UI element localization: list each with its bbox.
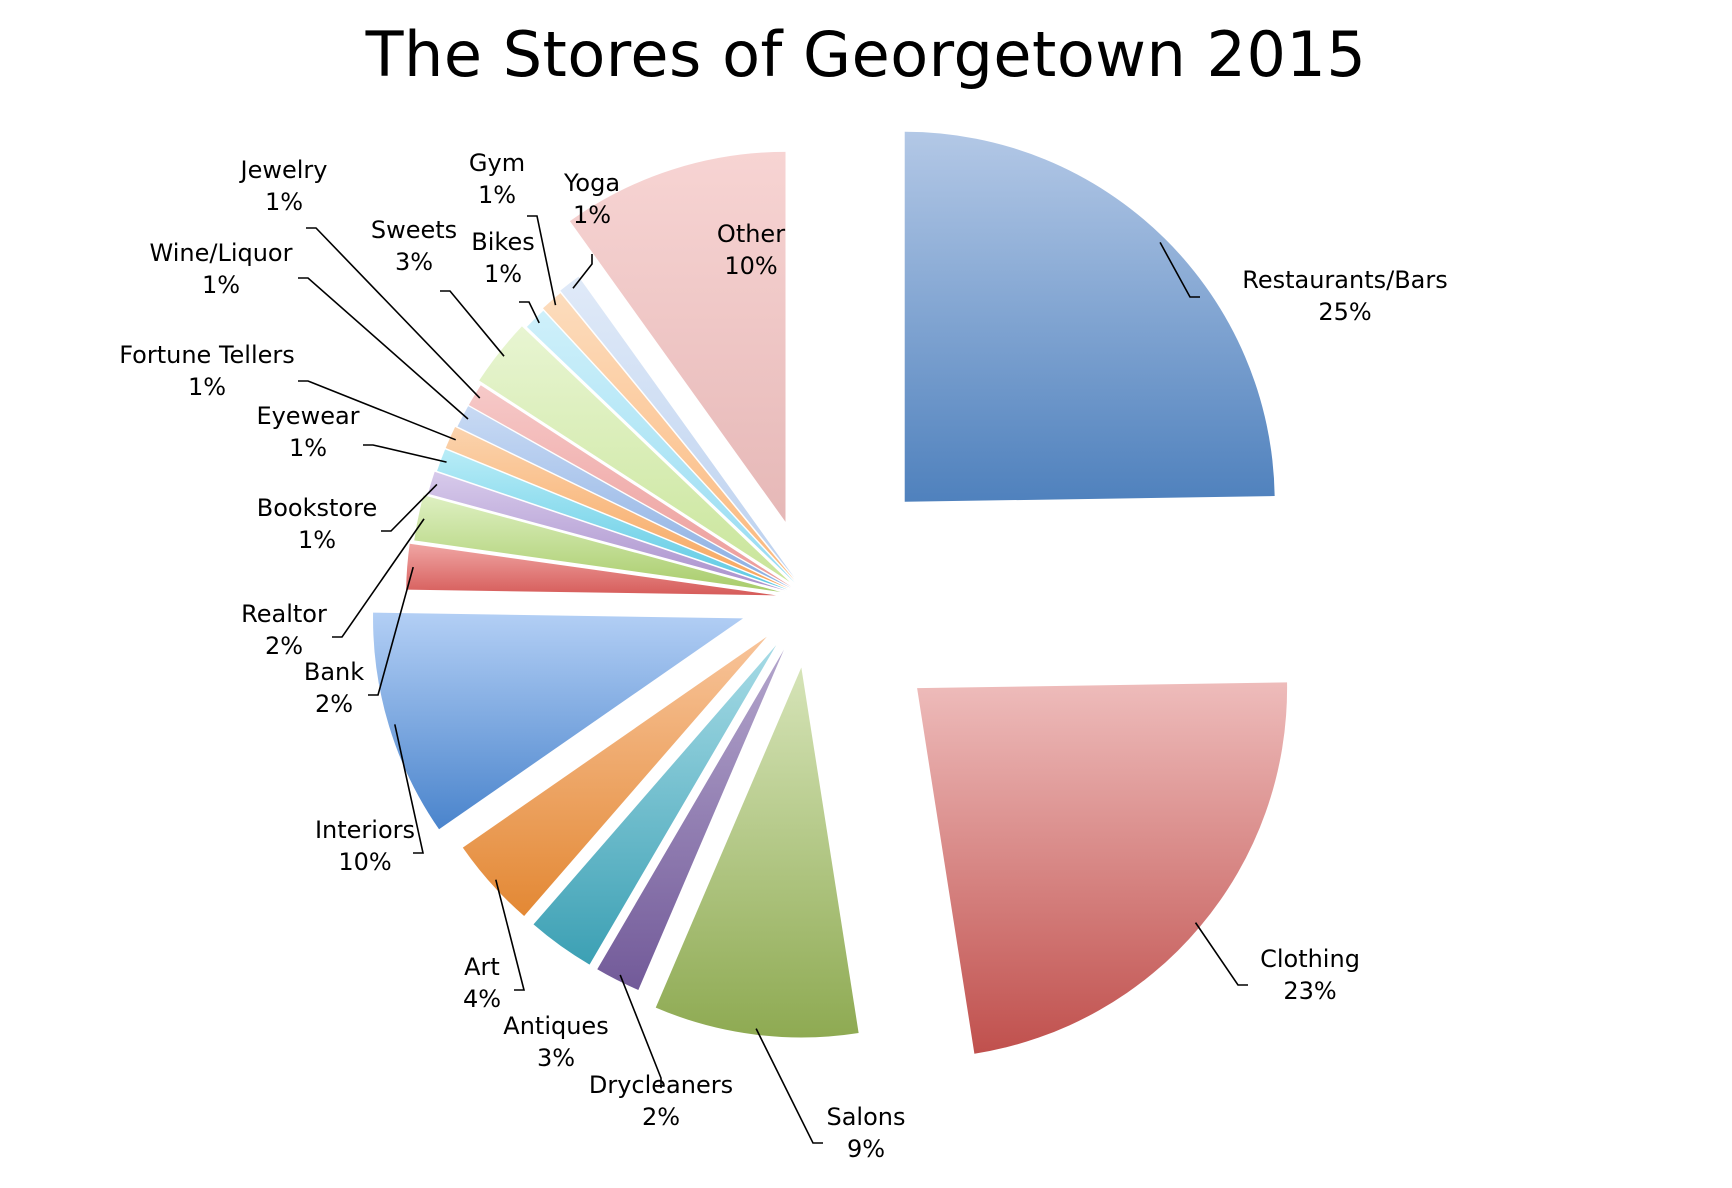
slice-label-eyewear: Eyewear 1%	[256, 402, 359, 462]
slice-value-eyewear: 1%	[289, 434, 327, 462]
leader-line-restaurants-bars	[1159, 242, 1200, 298]
slice-name-restaurants-bars: Restaurants/Bars	[1242, 266, 1448, 294]
slice-label-other: Other 10%	[717, 220, 785, 280]
slice-value-antiques: 3%	[537, 1044, 575, 1072]
pie-slice-bank	[406, 543, 777, 596]
slice-name-fortune-tellers: Fortune Tellers	[119, 341, 295, 369]
pie-slice-antiques	[533, 645, 777, 965]
pie-slice-salons	[655, 667, 859, 1038]
slice-value-salons: 9%	[847, 1135, 885, 1163]
pie-slices	[373, 131, 1288, 1054]
slice-label-bookstore: Bookstore 1%	[257, 494, 377, 554]
slice-name-jewelry: Jewelry	[239, 156, 328, 184]
slice-value-other: 10%	[724, 252, 777, 280]
slice-label-salons: Salons 9%	[826, 1103, 905, 1163]
slice-label-interiors: Interiors 10%	[315, 816, 415, 876]
slice-value-wine-liquor: 1%	[202, 271, 240, 299]
slice-name-other: Other	[717, 220, 785, 248]
pie-slice-interiors	[373, 612, 744, 830]
slice-label-bikes: Bikes 1%	[471, 228, 534, 288]
slice-value-realtor: 2%	[265, 632, 303, 660]
slice-name-art: Art	[464, 953, 500, 981]
leader-line-realtor	[332, 518, 425, 638]
pie-slice-restaurants-bars	[904, 131, 1275, 502]
leader-line-eyewear	[363, 444, 447, 463]
pie-slice-fortune-tellers	[445, 426, 789, 589]
leader-line-clothing	[1194, 922, 1248, 986]
slice-value-gym: 1%	[478, 181, 516, 209]
slice-label-gym: Gym 1%	[469, 149, 525, 209]
slice-name-realtor: Realtor	[241, 600, 327, 628]
leader-lines	[298, 215, 1248, 1144]
pie-slice-yoga	[560, 276, 795, 578]
leader-line-sweets	[440, 290, 505, 357]
leader-line-wine-liquor	[298, 277, 469, 420]
pie-slice-wine-liquor	[457, 406, 791, 588]
slice-name-bank: Bank	[304, 658, 364, 686]
pie-slice-bookstore	[427, 471, 786, 591]
slice-name-drycleaners: Drycleaners	[589, 1071, 733, 1099]
slice-name-bookstore: Bookstore	[257, 494, 377, 522]
slice-name-eyewear: Eyewear	[256, 402, 359, 430]
pie-slice-other	[569, 151, 786, 522]
leader-line-art	[495, 879, 526, 991]
slice-value-jewelry: 1%	[265, 188, 303, 216]
slice-value-yoga: 1%	[573, 201, 611, 229]
slice-name-sweets: Sweets	[371, 216, 457, 244]
pie-slice-art	[462, 636, 767, 917]
pie-slice-clothing	[917, 682, 1288, 1054]
slice-label-art: Art 4%	[463, 953, 501, 1013]
leader-line-bookstore	[381, 483, 438, 532]
leader-line-bank	[368, 566, 414, 696]
slice-value-bookstore: 1%	[298, 526, 336, 554]
slice-label-bank: Bank 2%	[304, 658, 364, 718]
slice-label-clothing: Clothing 23%	[1260, 945, 1360, 1005]
slice-value-interiors: 10%	[338, 848, 391, 876]
slice-name-antiques: Antiques	[503, 1012, 608, 1040]
slice-name-salons: Salons	[826, 1103, 905, 1131]
slice-value-art: 4%	[463, 985, 501, 1013]
slice-label-sweets: Sweets 3%	[371, 216, 457, 276]
pie-slice-eyewear	[437, 449, 788, 590]
slice-name-interiors: Interiors	[315, 816, 415, 844]
slice-label-drycleaners: Drycleaners 2%	[589, 1071, 733, 1131]
slice-value-fortune-tellers: 1%	[188, 373, 226, 401]
leader-line-bikes	[519, 301, 540, 324]
slice-label-jewelry: Jewelry 1%	[239, 156, 328, 216]
leader-line-interiors	[394, 724, 424, 854]
slice-name-bikes: Bikes	[471, 228, 534, 256]
slice-label-yoga: Yoga 1%	[563, 169, 620, 229]
slice-name-gym: Gym	[469, 149, 525, 177]
slice-value-sweets: 3%	[395, 248, 433, 276]
leader-line-drycleaners	[619, 974, 662, 1088]
slice-label-antiques: Antiques 3%	[503, 1012, 608, 1072]
slice-label-restaurants-bars: Restaurants/Bars 25%	[1242, 266, 1448, 326]
slice-value-restaurants-bars: 25%	[1318, 298, 1371, 326]
pie-slice-gym	[542, 293, 795, 580]
pie-slice-realtor	[414, 495, 781, 592]
pie-slice-bikes	[526, 310, 795, 583]
slice-label-realtor: Realtor 2%	[241, 600, 327, 660]
pie-slice-drycleaners	[597, 649, 784, 990]
leader-line-gym	[527, 215, 557, 306]
slice-name-wine-liquor: Wine/Liquor	[150, 239, 293, 267]
chart-title: The Stores of Georgetown 2015	[365, 18, 1367, 91]
slice-value-clothing: 23%	[1283, 977, 1336, 1005]
slice-labels: Restaurants/Bars 25% Clothing 23% Salons 9% Dr…	[119, 149, 1448, 1163]
leader-line-salons	[755, 1028, 823, 1144]
slice-value-bank: 2%	[315, 690, 353, 718]
slice-value-bikes: 1%	[484, 260, 522, 288]
slice-label-fortune-tellers: Fortune Tellers 1%	[119, 341, 295, 401]
leader-line-yoga	[572, 254, 593, 289]
pie-slice-sweets	[479, 326, 790, 582]
slice-label-wine-liquor: Wine/Liquor 1%	[150, 239, 293, 299]
slice-name-clothing: Clothing	[1260, 945, 1360, 973]
slice-name-yoga: Yoga	[563, 169, 620, 197]
leader-line-jewelry	[306, 227, 481, 399]
pie-slice-jewelry	[468, 385, 792, 587]
slice-value-drycleaners: 2%	[642, 1103, 680, 1131]
leader-line-fortune-tellers	[298, 380, 457, 441]
